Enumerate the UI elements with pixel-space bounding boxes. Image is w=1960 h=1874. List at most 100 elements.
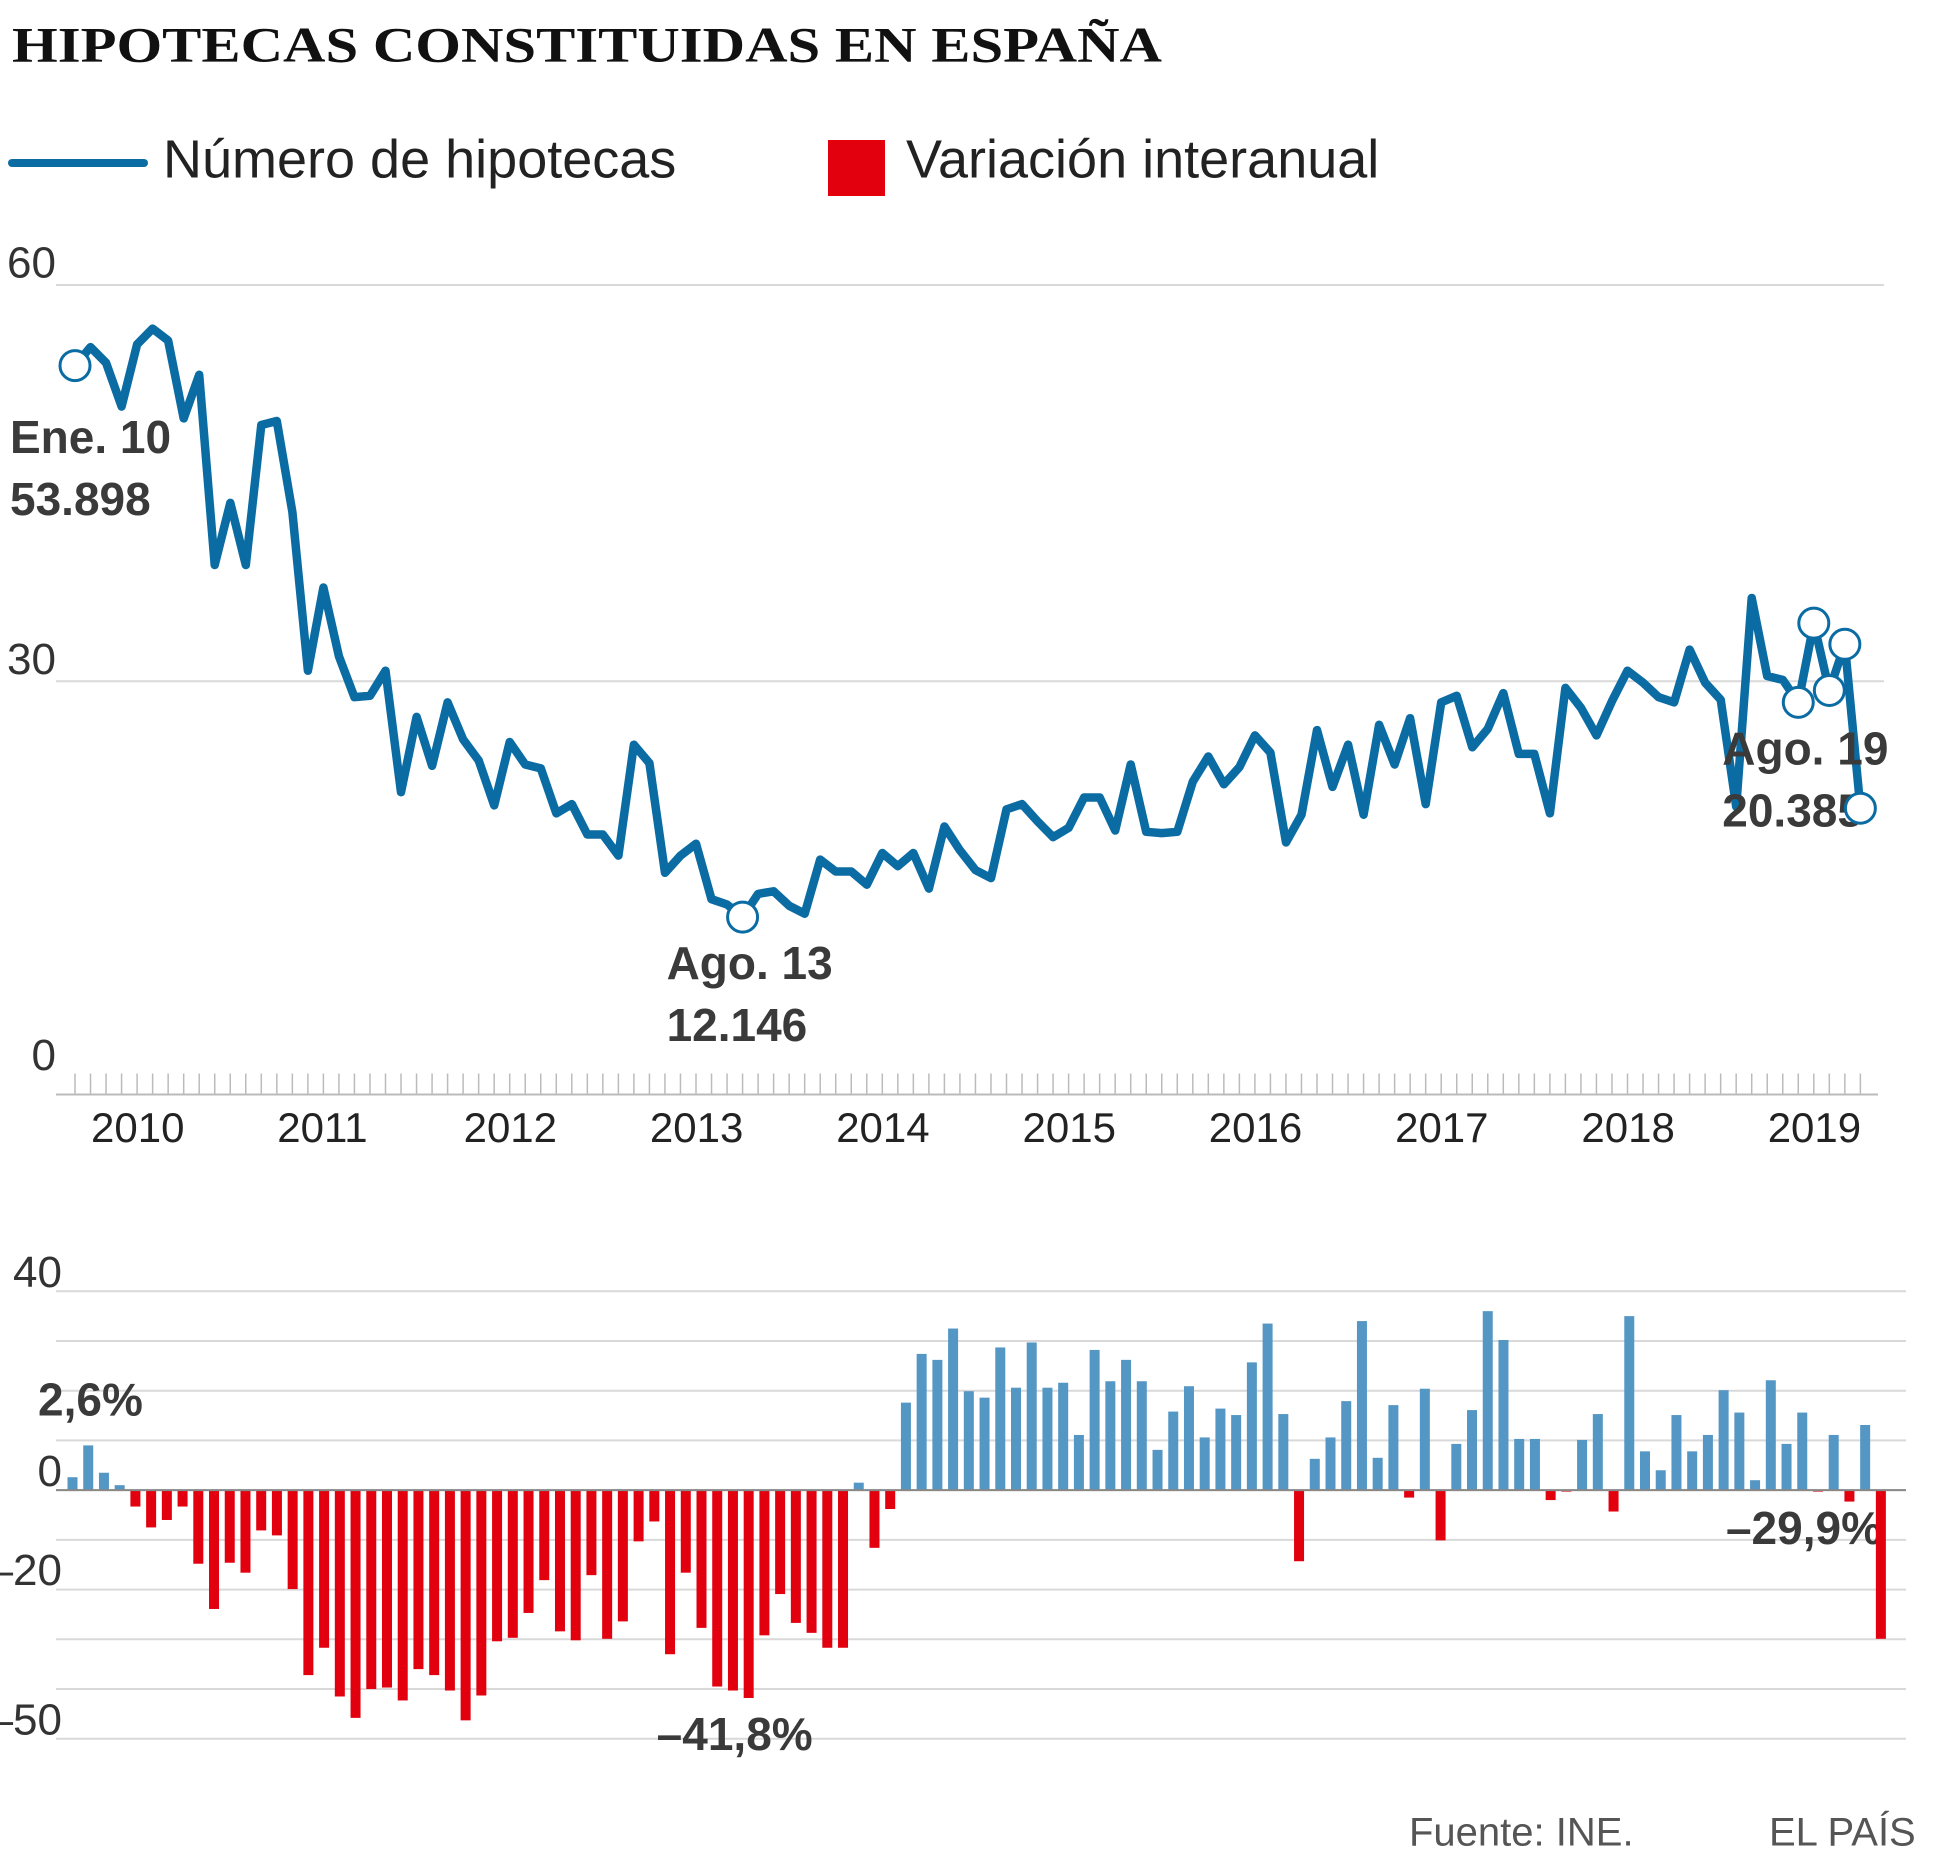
bar bbox=[1482, 1311, 1493, 1491]
annotation: –41,8% bbox=[657, 1708, 813, 1760]
bar bbox=[617, 1490, 628, 1622]
annotation: –29,9% bbox=[1726, 1502, 1882, 1554]
point-marker bbox=[1812, 673, 1846, 707]
bar bbox=[1136, 1381, 1147, 1491]
bar bbox=[177, 1490, 188, 1507]
y-tick-label: 40 bbox=[13, 1248, 62, 1297]
bar bbox=[1435, 1490, 1446, 1541]
bar bbox=[240, 1490, 251, 1573]
bar bbox=[429, 1490, 440, 1676]
bar bbox=[1860, 1425, 1871, 1491]
bar bbox=[114, 1485, 125, 1491]
bar bbox=[633, 1490, 644, 1542]
bar bbox=[1419, 1388, 1430, 1491]
bar bbox=[665, 1490, 676, 1655]
bar bbox=[1545, 1490, 1556, 1501]
bar bbox=[1529, 1438, 1540, 1491]
bar bbox=[1404, 1490, 1415, 1498]
bar bbox=[822, 1490, 833, 1648]
bar bbox=[319, 1490, 330, 1648]
x-tick-label: 2012 bbox=[464, 1104, 557, 1151]
x-tick-label: 2010 bbox=[91, 1104, 184, 1151]
y-tick-label: 60 bbox=[7, 239, 56, 288]
point-marker bbox=[1781, 685, 1815, 719]
bar bbox=[476, 1490, 487, 1696]
bar bbox=[1278, 1414, 1289, 1491]
bar bbox=[979, 1397, 990, 1491]
bar bbox=[350, 1490, 361, 1718]
bar bbox=[602, 1490, 613, 1639]
bar bbox=[492, 1490, 503, 1642]
bar bbox=[67, 1477, 78, 1491]
bar bbox=[680, 1490, 691, 1573]
data-line bbox=[71, 324, 1865, 922]
bar bbox=[995, 1347, 1006, 1491]
annotation: 12.146 bbox=[667, 999, 808, 1051]
bar bbox=[838, 1490, 849, 1648]
annotation: Ene. 10 bbox=[10, 411, 171, 463]
bar bbox=[1058, 1382, 1069, 1491]
bar bbox=[1608, 1490, 1619, 1512]
bar bbox=[83, 1445, 94, 1491]
bar bbox=[1105, 1381, 1116, 1491]
bar bbox=[1026, 1342, 1037, 1491]
bar bbox=[382, 1490, 392, 1688]
bar bbox=[1121, 1359, 1132, 1491]
bar bbox=[1388, 1405, 1399, 1491]
bar bbox=[1671, 1415, 1682, 1491]
bar bbox=[1765, 1380, 1776, 1491]
bar bbox=[1734, 1412, 1745, 1491]
annotation: 2,6% bbox=[38, 1373, 143, 1425]
bar bbox=[1718, 1390, 1729, 1491]
bar bbox=[743, 1490, 754, 1698]
bar bbox=[1246, 1362, 1257, 1491]
bar bbox=[1309, 1458, 1320, 1491]
source: Fuente: INE. bbox=[1409, 1811, 1634, 1855]
bar bbox=[869, 1490, 880, 1548]
bar bbox=[1231, 1415, 1242, 1491]
x-tick-label: 2014 bbox=[836, 1104, 929, 1151]
bar bbox=[1356, 1321, 1367, 1491]
bar bbox=[853, 1482, 864, 1491]
bar bbox=[1844, 1490, 1855, 1502]
bar bbox=[759, 1490, 770, 1636]
bar bbox=[209, 1490, 220, 1609]
bar bbox=[444, 1490, 455, 1691]
legend-label: Variación interanual bbox=[906, 129, 1379, 189]
y-tick-label: 30 bbox=[7, 635, 56, 684]
bar bbox=[1592, 1414, 1603, 1491]
point-marker bbox=[726, 900, 760, 934]
bar bbox=[1467, 1410, 1478, 1491]
bar bbox=[712, 1490, 723, 1687]
x-tick-label: 2015 bbox=[1023, 1104, 1116, 1151]
point-marker bbox=[1828, 627, 1862, 661]
bar bbox=[790, 1490, 801, 1623]
bar bbox=[1750, 1480, 1761, 1491]
bar bbox=[256, 1490, 267, 1531]
bar bbox=[1875, 1490, 1886, 1639]
y-tick-label: –20 bbox=[0, 1546, 62, 1595]
annotation: Ago. 13 bbox=[667, 937, 833, 989]
point-marker bbox=[58, 349, 92, 383]
bar bbox=[397, 1490, 408, 1701]
bar bbox=[1781, 1443, 1792, 1491]
point-marker bbox=[1797, 606, 1831, 640]
bar bbox=[885, 1490, 896, 1510]
legend-swatch bbox=[828, 140, 885, 196]
bar bbox=[287, 1490, 298, 1590]
bar bbox=[460, 1490, 471, 1721]
bar bbox=[649, 1490, 660, 1522]
bar bbox=[1577, 1439, 1588, 1491]
bar bbox=[146, 1490, 157, 1528]
bar bbox=[130, 1490, 141, 1507]
bar bbox=[948, 1328, 959, 1491]
bar bbox=[271, 1490, 282, 1536]
bar bbox=[1702, 1434, 1713, 1491]
y-tick-label: 0 bbox=[32, 1031, 56, 1080]
bar bbox=[806, 1490, 817, 1633]
bar bbox=[1042, 1387, 1053, 1491]
bar bbox=[900, 1402, 911, 1491]
bar bbox=[1655, 1470, 1666, 1491]
bar bbox=[1687, 1451, 1698, 1491]
bar bbox=[1797, 1412, 1808, 1491]
